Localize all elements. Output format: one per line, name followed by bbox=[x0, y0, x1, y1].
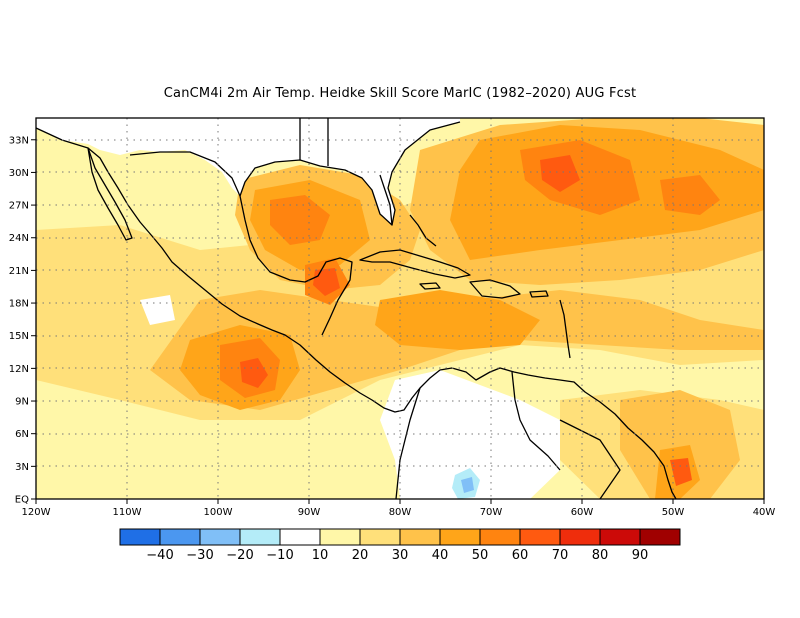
lon-tick-label: 110W bbox=[113, 507, 142, 518]
lon-tick-label: 100W bbox=[204, 507, 233, 518]
lon-tick-label: 60W bbox=[571, 507, 594, 518]
colorbar-swatch bbox=[439, 528, 481, 546]
coast-jamaica bbox=[419, 282, 441, 290]
graticule bbox=[36, 118, 764, 499]
colorbar-swatch bbox=[119, 528, 161, 546]
coast-antilles bbox=[559, 299, 571, 359]
band-30-40-main bbox=[150, 290, 764, 410]
field-layer bbox=[36, 118, 764, 499]
colorbar-swatch bbox=[399, 528, 441, 546]
lat-tick-label: 12N bbox=[9, 364, 29, 375]
lon-tick-label: 120W bbox=[22, 507, 51, 518]
lat-tick-label: 33N bbox=[9, 135, 29, 146]
lat-tick-label: 27N bbox=[9, 201, 29, 212]
lon-tick-label: 80W bbox=[389, 507, 412, 518]
lat-tick-label: 6N bbox=[15, 429, 29, 440]
colorbar-swatch bbox=[319, 528, 361, 546]
coastlines bbox=[36, 118, 677, 499]
colorbar-swatch bbox=[519, 528, 561, 546]
colorbar-swatch bbox=[479, 528, 521, 546]
colorbar-swatch bbox=[239, 528, 281, 546]
colorbar-label: −40 bbox=[146, 548, 173, 563]
colorbar-label: −30 bbox=[186, 548, 213, 563]
colorbar-label: 60 bbox=[512, 548, 529, 563]
colorbar-label: 70 bbox=[552, 548, 569, 563]
colorbar-label: 20 bbox=[352, 548, 369, 563]
coast-us-mexico bbox=[36, 127, 677, 499]
colorbar-label: 90 bbox=[632, 548, 649, 563]
lat-tick-label: 30N bbox=[9, 168, 29, 179]
coast-baja bbox=[87, 147, 133, 241]
colorbar-swatch bbox=[279, 528, 321, 546]
colorbar-swatch bbox=[199, 528, 241, 546]
colorbar-label: −20 bbox=[226, 548, 253, 563]
colorbar-label: −10 bbox=[266, 548, 293, 563]
lat-tick-label: 9N bbox=[15, 397, 29, 408]
coast-bahamas bbox=[409, 214, 437, 247]
band-50-60-atlantic-ne bbox=[660, 175, 720, 215]
band-60-70-pacific bbox=[240, 358, 268, 388]
band-40-50-caribbean bbox=[375, 290, 540, 350]
lon-tick-label: 50W bbox=[662, 507, 685, 518]
lat-tick-label: 24N bbox=[9, 233, 29, 244]
coast-florida bbox=[379, 174, 393, 226]
colorbar-swatch bbox=[599, 528, 641, 546]
colorbar-label: 50 bbox=[472, 548, 489, 563]
coast-cuba bbox=[359, 249, 471, 279]
lat-tick-label: EQ bbox=[15, 495, 29, 506]
lon-tick-label: 90W bbox=[298, 507, 321, 518]
coast-sa-interior bbox=[395, 371, 621, 499]
coast-hispaniola bbox=[469, 279, 521, 299]
colorbar-label: 10 bbox=[312, 548, 329, 563]
band-60-70-guiana bbox=[670, 458, 692, 486]
coast-gulf-us bbox=[239, 121, 461, 226]
lat-tick-label: 21N bbox=[9, 266, 29, 277]
colorbar-label: 30 bbox=[392, 548, 409, 563]
map-title: CanCM4i 2m Air Temp. Heidke Skill Score … bbox=[163, 86, 637, 101]
colorbar-label: 40 bbox=[432, 548, 449, 563]
axes: 120W 110W 100W 90W 80W 70W 60W 50W 40W EQ 3N 6N 9N 12… bbox=[9, 135, 776, 518]
band-30-40-guiana bbox=[620, 390, 740, 499]
colorbar-swatch bbox=[159, 528, 201, 546]
lat-tick-label: 3N bbox=[15, 462, 29, 473]
coast-us-border bbox=[129, 118, 329, 197]
coast-mexico-gulf bbox=[239, 195, 353, 336]
land-usa bbox=[36, 118, 460, 225]
colorbar-label: 80 bbox=[592, 548, 609, 563]
patch-negative-core bbox=[461, 477, 474, 493]
band-50-60-gulf bbox=[270, 195, 330, 245]
colorbar: −40 −30 −20 −10 10 20 30 40 50 60 70 80 90 bbox=[119, 528, 681, 563]
lon-tick-label: 70W bbox=[480, 507, 503, 518]
band-60-70-yucatan bbox=[313, 268, 340, 296]
lat-tick-label: 18N bbox=[9, 299, 29, 310]
coast-puerto-rico bbox=[529, 290, 549, 298]
colorbar-swatch bbox=[639, 528, 681, 546]
band-60-70-atlantic bbox=[540, 155, 580, 192]
colorbar-swatch bbox=[359, 528, 401, 546]
lat-tick-label: 15N bbox=[9, 331, 29, 342]
colorbar-swatch bbox=[559, 528, 601, 546]
lon-tick-label: 40W bbox=[753, 507, 776, 518]
